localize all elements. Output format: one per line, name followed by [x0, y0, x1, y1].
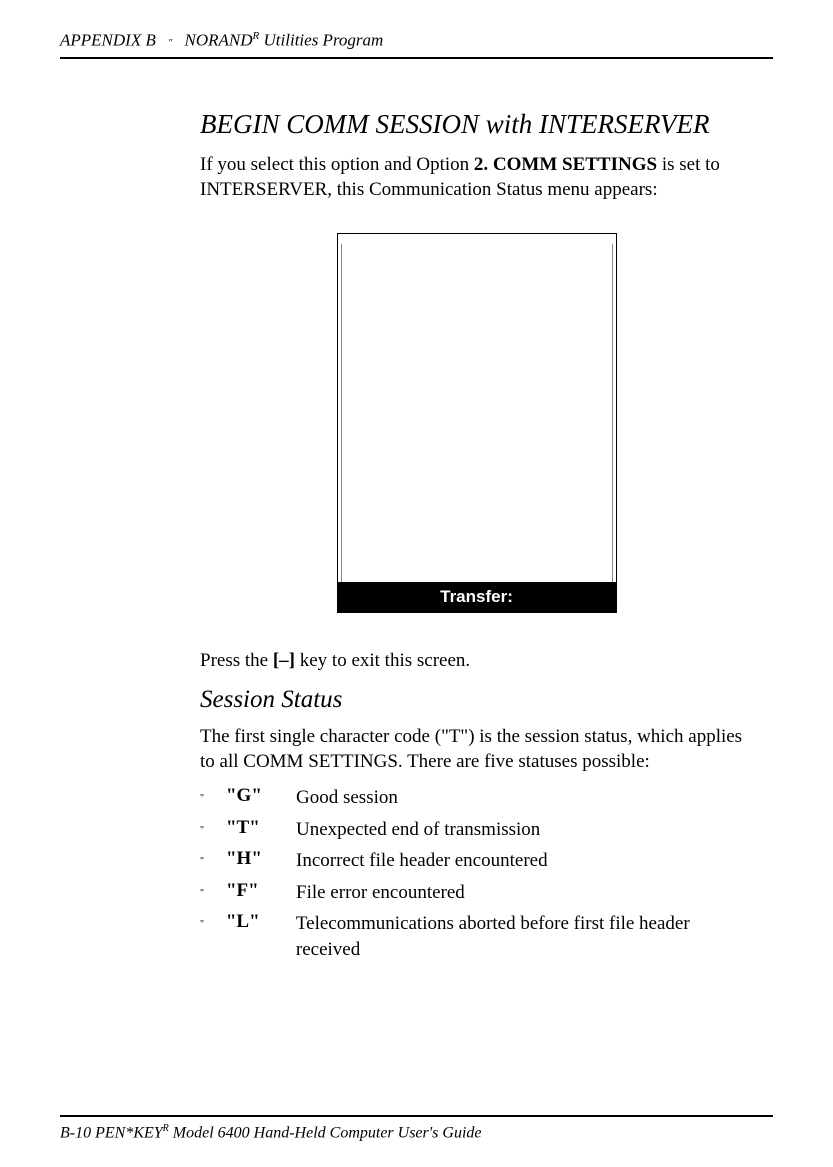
status-list: " "G" Good session " "T" Unexpected end … — [200, 785, 753, 963]
page-header: APPENDIX B " NORANDR Utilities Program — [60, 30, 773, 59]
bullet-icon: " — [200, 888, 210, 899]
status-desc: File error encountered — [296, 880, 465, 906]
status-code: "H" — [226, 848, 296, 870]
screen-right-line — [612, 244, 613, 587]
bullet-icon: " — [200, 919, 210, 930]
footer-title-suffix: Model 6400 Hand-Held Computer User's Gui… — [169, 1124, 482, 1141]
list-item: " "T" Unexpected end of transmission — [200, 817, 753, 843]
status-desc: Unexpected end of transmission — [296, 817, 540, 843]
footer-page-num: B-10 — [60, 1124, 91, 1141]
header-title-suffix: Utilities Program — [259, 31, 383, 50]
list-item: " "G" Good session — [200, 785, 753, 811]
bullet-icon: " — [200, 825, 210, 836]
device-screen: Transfer: — [337, 233, 617, 613]
section-intro: If you select this option and Option 2. … — [200, 152, 753, 203]
press-line: Press the [–] key to exit this screen. — [200, 648, 753, 674]
status-code: "G" — [226, 785, 296, 807]
status-code: "T" — [226, 817, 296, 839]
intro-bold: 2. COMM SETTINGS — [474, 154, 657, 175]
press-suffix: key to exit this screen. — [295, 650, 470, 671]
screen-left-line — [341, 244, 342, 587]
status-desc: Incorrect file header encountered — [296, 848, 548, 874]
section-title: BEGIN COMM SESSION with INTERSERVER — [200, 109, 753, 140]
list-item: " "F" File error encountered — [200, 880, 753, 906]
status-desc: Telecommunications aborted before first … — [296, 911, 753, 962]
bullet-icon: " — [200, 856, 210, 867]
screen-bottom-bar: Transfer: — [338, 582, 616, 612]
footer-title-prefix: PEN*KEY — [95, 1124, 163, 1141]
bullet-icon: " — [200, 793, 210, 804]
subsection-title: Session Status — [200, 686, 753, 714]
status-code: "F" — [226, 880, 296, 902]
page-content: BEGIN COMM SESSION with INTERSERVER If y… — [200, 109, 753, 963]
status-desc: Good session — [296, 785, 398, 811]
intro-prefix: If you select this option and Option — [200, 154, 474, 175]
header-title-prefix: NORAND — [185, 31, 253, 50]
list-item: " "H" Incorrect file header encountered — [200, 848, 753, 874]
subsection-body: The first single character code ("T") is… — [200, 724, 753, 775]
header-separator: " — [168, 38, 172, 49]
status-code: "L" — [226, 911, 296, 933]
list-item: " "L" Telecommunications aborted before … — [200, 911, 753, 962]
screen-container: Transfer: — [200, 233, 753, 613]
appendix-label: APPENDIX B — [60, 31, 156, 50]
header-text: APPENDIX B " NORANDR Utilities Program — [60, 30, 773, 51]
page-footer: B-10 PEN*KEYR Model 6400 Hand-Held Compu… — [60, 1115, 773, 1142]
press-key: [–] — [273, 650, 295, 671]
press-prefix: Press the — [200, 650, 273, 671]
